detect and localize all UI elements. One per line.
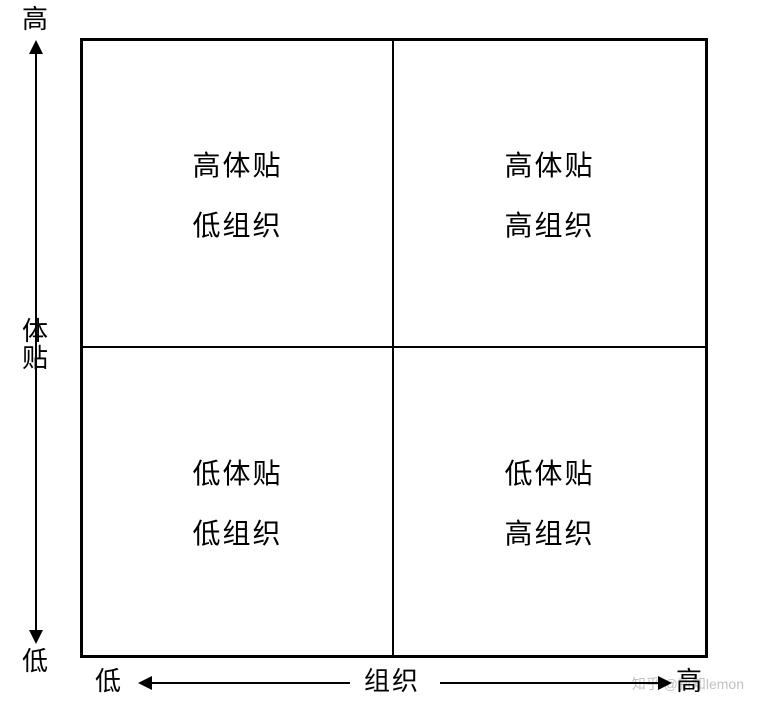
x-axis-arrow-line-left — [150, 682, 350, 684]
x-axis-arrow-left-icon — [138, 676, 152, 690]
quadrant-bottom-right: 低体贴 高组织 — [394, 348, 705, 655]
x-axis-high-label: 高 — [676, 668, 702, 695]
quadrant-bottom-right-line2: 高组织 — [504, 512, 594, 552]
quadrant-top-left: 高体贴 低组织 — [83, 41, 394, 348]
matrix-grid: 高体贴 低组织 高体贴 高组织 低体贴 低组织 低体贴 高组织 — [80, 38, 708, 658]
quadrant-bottom-right-line1: 低体贴 — [504, 452, 594, 492]
quadrant-top-right-line1: 高体贴 — [504, 144, 594, 184]
quadrant-top-left-line2: 低组织 — [192, 204, 282, 244]
y-axis-arrow-down-icon — [29, 630, 43, 644]
x-axis-arrow-right-icon — [658, 676, 672, 690]
quadrant-top-left-line1: 高体贴 — [192, 144, 282, 184]
quadrant-bottom-left-line1: 低体贴 — [192, 452, 282, 492]
y-axis-low-label: 低 — [22, 648, 48, 675]
y-axis-arrow-line — [35, 48, 37, 636]
quadrant-top-right-line2: 高组织 — [504, 204, 594, 244]
quadrant-bottom-left: 低体贴 低组织 — [83, 348, 394, 655]
y-axis-arrow-up-icon — [29, 40, 43, 54]
y-axis-high-label: 高 — [22, 6, 48, 33]
x-axis-low-label: 低 — [95, 668, 121, 695]
quadrant-diagram: 高 体贴 低 高体贴 低组织 高体贴 高组织 低体贴 低组织 低体贴 高组织 低… — [0, 0, 768, 708]
x-axis-arrow-line-right — [440, 682, 660, 684]
quadrant-bottom-left-line2: 低组织 — [192, 512, 282, 552]
x-axis-label: 组织 — [364, 668, 420, 695]
quadrant-top-right: 高体贴 高组织 — [394, 41, 705, 348]
